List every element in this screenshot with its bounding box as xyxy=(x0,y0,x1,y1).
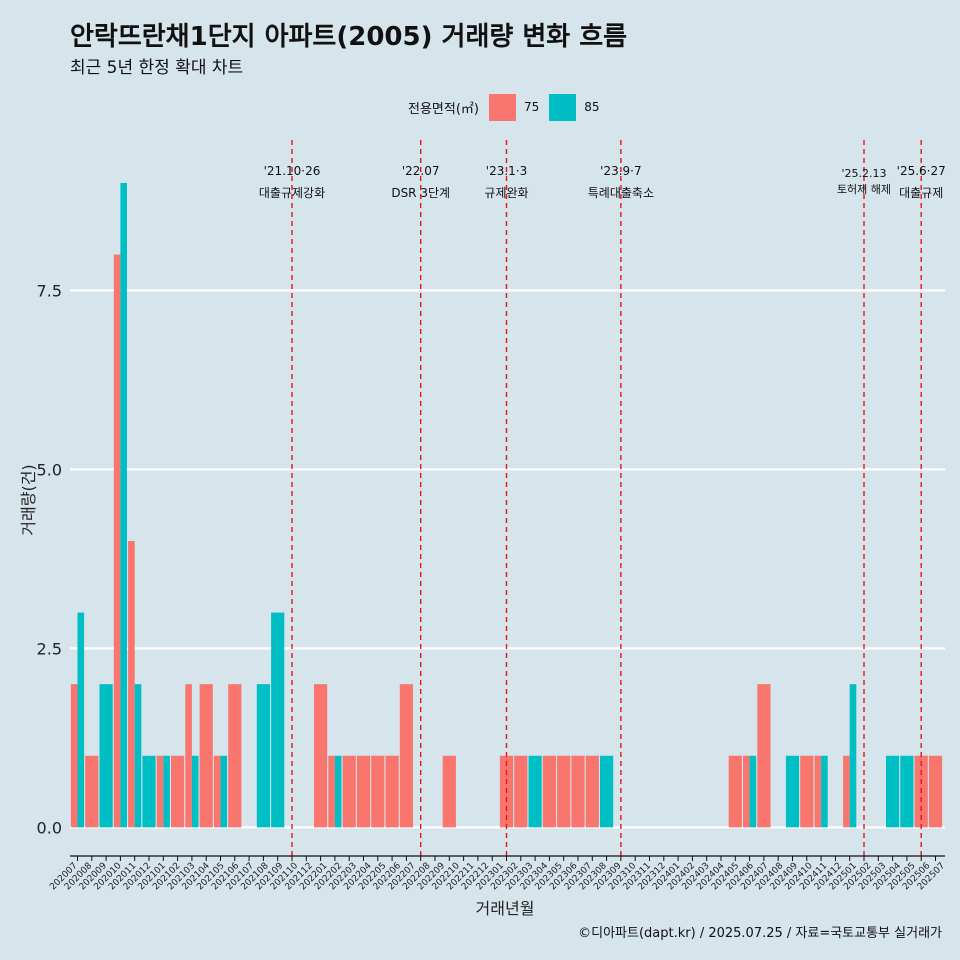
bar-75 xyxy=(557,755,571,828)
legend-swatch-75 xyxy=(488,93,516,121)
chart-title: 안락뜨란채1단지 아파트(2005) 거래량 변화 흐름 xyxy=(70,22,628,52)
bar-75 xyxy=(728,755,742,828)
bar-85 xyxy=(191,755,199,828)
bar-85 xyxy=(220,755,228,828)
event-date-label: '25.2.13 xyxy=(841,167,886,180)
bar-75 xyxy=(171,755,185,828)
event-name-label: 대출규제강화 xyxy=(259,186,325,200)
bar-85 xyxy=(99,684,113,828)
bar-75 xyxy=(113,254,121,828)
bar-85 xyxy=(749,755,757,828)
event-date-label: '23.9·7 xyxy=(600,164,641,178)
bar-85 xyxy=(271,612,285,828)
bar-85 xyxy=(528,755,542,828)
bar-75 xyxy=(800,755,814,828)
bar-75 xyxy=(371,755,385,828)
event-date-label: '23.1·3 xyxy=(486,164,527,178)
bar-85 xyxy=(886,755,900,828)
bar-75 xyxy=(328,755,335,828)
bar-85 xyxy=(134,684,142,828)
bar-75 xyxy=(743,755,750,828)
bar-85 xyxy=(785,755,800,828)
legend: 전용면적(㎡) 75 85 xyxy=(408,93,610,121)
bar-75 xyxy=(70,684,78,828)
bar-75 xyxy=(185,684,192,828)
bar-85 xyxy=(142,755,156,828)
bar-75 xyxy=(585,755,599,828)
y-axis-title: 거래량(건) xyxy=(19,464,38,535)
bar-75 xyxy=(156,755,164,828)
bar-85 xyxy=(77,612,85,828)
bar-85 xyxy=(600,755,614,828)
bar-75 xyxy=(928,755,943,828)
bar-85 xyxy=(163,755,170,828)
source-caption: ©디아파트(dapt.kr) / 2025.07.25 / 자료=국토교통부 실… xyxy=(578,926,942,941)
bar-75 xyxy=(757,684,771,828)
bar-85 xyxy=(334,755,342,828)
y-tick-label: 5.0 xyxy=(37,460,62,479)
bar-85 xyxy=(900,755,914,828)
bar-75 xyxy=(843,755,850,828)
event-date-label: '22.07 xyxy=(402,164,440,178)
bar-85 xyxy=(849,684,857,828)
bar-75 xyxy=(128,540,135,828)
bar-75 xyxy=(542,755,556,828)
bar-75 xyxy=(356,755,371,828)
bar-85 xyxy=(256,684,270,828)
bar-75 xyxy=(814,755,822,828)
bar-75 xyxy=(571,755,585,828)
bar-75 xyxy=(228,684,242,828)
legend-label-75: 75 xyxy=(523,100,540,114)
legend-title: 전용면적(㎡) xyxy=(408,101,479,117)
bar-75 xyxy=(314,684,328,828)
event-name-label: 대출규제 xyxy=(899,186,943,200)
bar-75 xyxy=(199,684,213,828)
bar-75 xyxy=(442,755,456,828)
y-tick-label: 0.0 xyxy=(37,818,62,837)
y-tick-label: 7.5 xyxy=(37,281,62,300)
legend-swatch-85 xyxy=(549,93,577,121)
bar-75 xyxy=(385,755,399,828)
legend-label-85: 85 xyxy=(584,100,600,114)
bar-75 xyxy=(85,755,99,828)
bar-75 xyxy=(399,684,413,828)
bar-75 xyxy=(514,755,528,828)
event-name-label: DSR 3단계 xyxy=(391,186,450,200)
x-axis-title: 거래년월 xyxy=(476,899,535,918)
event-name-label: 토허제 해제 xyxy=(837,182,891,196)
bar-75 xyxy=(342,755,356,828)
event-date-label: '21.10·26 xyxy=(264,164,321,178)
y-tick-label: 2.5 xyxy=(37,639,62,658)
chart-subtitle: 최근 5년 한정 확대 차트 xyxy=(70,58,244,78)
bar-75 xyxy=(213,755,221,828)
event-name-label: 규제완화 xyxy=(484,186,528,200)
bar-85 xyxy=(120,182,127,828)
bar-85 xyxy=(821,755,828,828)
event-date-label: '25.6·27 xyxy=(897,164,946,178)
event-name-label: 특례대출축소 xyxy=(588,186,654,200)
